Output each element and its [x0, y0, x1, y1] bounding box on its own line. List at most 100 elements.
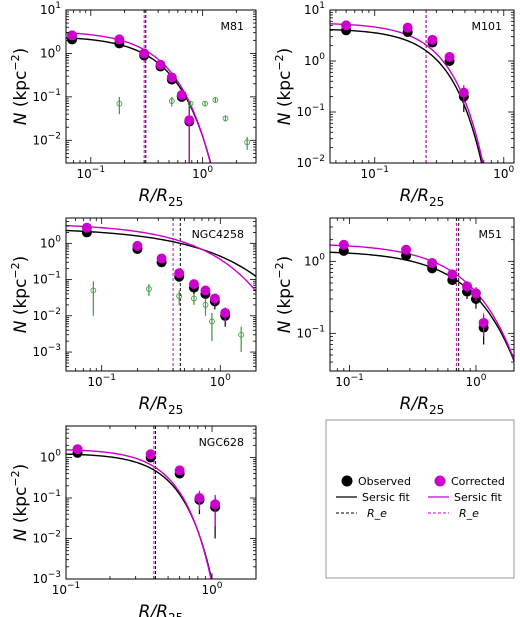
data-point [401, 244, 412, 255]
x-tick-label: 10−1 [360, 165, 389, 181]
data-point [145, 449, 156, 460]
y-tick-label: 10−1 [32, 271, 61, 287]
data-point [188, 279, 199, 290]
y-tick-label: 10−2 [296, 154, 325, 170]
data-point [220, 307, 231, 318]
y-axis-label: N (kpc−2) [9, 48, 31, 126]
data-point [470, 288, 481, 299]
plot-area [66, 218, 256, 371]
data-point [132, 240, 143, 251]
satellite-series [116, 96, 251, 150]
y-axis-label: N (kpc−2) [273, 48, 295, 126]
legend-sersic-obs-label: Sersic fit [362, 491, 411, 504]
panel-0: 10−2 10−1 100 101 10−1 100 M81 R/R25 N (kpc−2) [9, 1, 257, 209]
x-tick-label: 10−1 [52, 581, 81, 597]
plot-frame [65, 425, 257, 580]
y-tick-label: 10−1 [32, 88, 61, 104]
y-tick-label: 10−2 [32, 530, 61, 546]
data-point [156, 253, 167, 264]
x-axis-label: R/R25 [139, 186, 184, 209]
plot-area [330, 218, 514, 371]
y-tick-label: 100 [40, 449, 61, 465]
data-point [427, 34, 438, 45]
panel-title: NGC628 [199, 436, 244, 449]
y-tick-label: 10−2 [32, 131, 61, 147]
panel-title: M101 [472, 20, 503, 33]
data-point [427, 257, 438, 268]
legend-observed-marker [341, 475, 353, 487]
y-tick-label: 101 [40, 1, 61, 17]
sersic-fit-corrected [330, 244, 514, 360]
satellite-series [90, 281, 245, 353]
legend-re-cor-label: R_e [459, 507, 479, 520]
data-point [462, 281, 473, 292]
legend-frame [325, 419, 515, 579]
x-tick-label: 100 [465, 373, 486, 389]
legend-re-obs-label: R_e [367, 507, 387, 520]
panel-title: NGC4258 [192, 228, 244, 241]
data-point [209, 293, 220, 304]
data-point [67, 30, 78, 41]
data-point [209, 318, 215, 325]
x-tick-label: 10−1 [77, 165, 106, 181]
y-tick-label: 10−3 [32, 570, 61, 586]
data-point [458, 87, 469, 98]
data-point [222, 115, 229, 122]
y-tick-label: 10−1 [296, 324, 325, 340]
legend: Observed Corrected Sersic fit Sersic fit… [325, 419, 515, 579]
data-point [168, 98, 175, 104]
y-tick-label: 10−2 [32, 307, 61, 323]
data-point [174, 268, 185, 279]
y-axis-label: N (kpc−2) [9, 256, 31, 334]
sersic-fit-observed [330, 251, 514, 362]
sersic-fit-corrected [66, 224, 256, 292]
data-point [81, 222, 92, 233]
series-corrected [67, 30, 195, 163]
plot-area [330, 10, 514, 163]
series-corrected [72, 444, 221, 527]
data-point [155, 59, 166, 70]
data-point [176, 90, 187, 101]
x-tick-label: 10−1 [335, 373, 364, 389]
series-corrected [81, 222, 231, 322]
data-point [174, 465, 185, 476]
y-tick-label: 100 [304, 52, 325, 68]
plot-content [66, 218, 256, 371]
x-tick-label: 100 [493, 165, 514, 181]
y-tick-label: 10−1 [296, 103, 325, 119]
legend-corrected-label: Corrected [451, 475, 505, 488]
panel-2: 10−3 10−2 10−1 100 10−1 100 NGC4258 R/R25 N (kpc… [9, 217, 257, 417]
data-point [402, 22, 413, 33]
sersic-fit-observed [330, 28, 483, 163]
data-point [447, 269, 458, 280]
x-axis-label: R/R25 [400, 186, 445, 209]
x-tick-label: 100 [210, 373, 231, 389]
data-point [244, 139, 251, 146]
plot-content [330, 218, 514, 371]
plot-frame [65, 9, 257, 164]
data-point [341, 20, 352, 31]
plot-content [66, 10, 251, 163]
data-point [478, 317, 489, 328]
data-point [202, 100, 208, 107]
data-point [338, 239, 349, 250]
data-point [444, 51, 455, 62]
x-tick-label: 10−1 [87, 373, 116, 389]
x-axis-label: R/R25 [400, 394, 445, 417]
data-point [166, 72, 177, 83]
panel-3: 10−1 100 10−1 100 M51 R/R25 N (kpc−2) [273, 217, 515, 417]
panel-title: M81 [221, 20, 245, 33]
y-tick-label: 10−3 [32, 343, 61, 359]
x-tick-label: 100 [202, 581, 223, 597]
y-tick-label: 10−1 [32, 489, 61, 505]
plot-frame [65, 217, 257, 372]
data-point [90, 287, 97, 294]
data-point [184, 115, 195, 126]
data-point [116, 100, 123, 107]
sersic-fit-observed [66, 229, 256, 277]
data-point [187, 100, 194, 107]
legend-observed-label: Observed [358, 475, 411, 488]
plot-frame [329, 9, 515, 164]
data-point [72, 444, 83, 455]
